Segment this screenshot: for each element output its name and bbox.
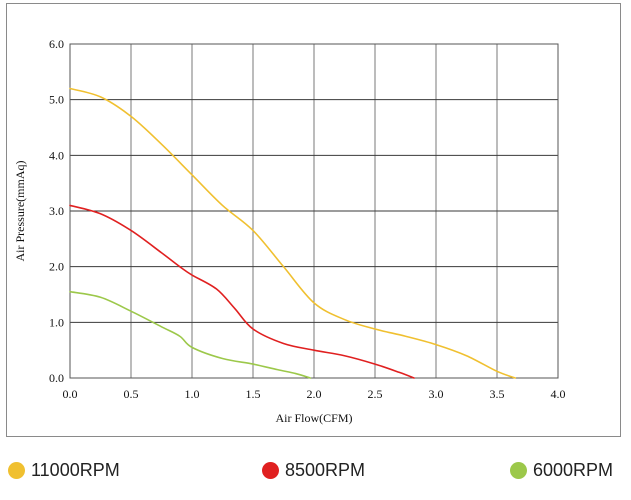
y-tick-label: 6.0 [49, 37, 64, 51]
fan-performance-chart: 0.0 0.5 1.0 1.5 2.0 2.5 3.0 3.5 4.0 0.0 1.0 2.0 3.0 4… [13, 37, 566, 425]
x-tick-label: 3.0 [429, 387, 444, 401]
series-line-11000rpm [69, 87, 517, 379]
legend-label: 6000RPM [533, 460, 614, 480]
legend-swatch [8, 462, 25, 479]
plot-border [69, 43, 559, 379]
legend-item: 6000RPM [510, 460, 613, 481]
y-tick-label: 3.0 [49, 204, 64, 218]
legend: 11000RPM 8500RPM 6000RPM [0, 460, 631, 490]
grid-layer [69, 43, 559, 379]
x-tick-label: 3.5 [490, 387, 505, 401]
y-tick-label: 4.0 [49, 148, 64, 162]
legend-label: 11000RPM [31, 460, 120, 480]
legend-label: 8500RPM [285, 460, 366, 480]
legend-item: 8500RPM [262, 460, 365, 481]
y-axis-title: Air Pressure(mmAq) [13, 161, 27, 262]
series-line-8500rpm [69, 204, 415, 379]
y-tick-label: 1.0 [49, 315, 64, 329]
legend-swatch [262, 462, 279, 479]
y-tick-label: 5.0 [49, 93, 64, 107]
series-line-6000rpm [69, 290, 312, 379]
x-tick-label: 1.0 [185, 387, 200, 401]
x-axis-title: Air Flow(CFM) [275, 411, 352, 425]
x-tick-label: 2.5 [368, 387, 383, 401]
x-tick-label: 4.0 [551, 387, 566, 401]
x-tick-label: 0.0 [63, 387, 78, 401]
series-layer [69, 87, 517, 379]
y-tick-label: 2.0 [49, 260, 64, 274]
legend-swatch [510, 462, 527, 479]
x-tick-label: 2.0 [307, 387, 322, 401]
tick-layer: 0.0 0.5 1.0 1.5 2.0 2.5 3.0 3.5 4.0 0.0 1.0 2.0 3.0 4… [49, 37, 566, 401]
x-tick-label: 0.5 [124, 387, 139, 401]
legend-item: 11000RPM [8, 460, 120, 481]
y-tick-label: 0.0 [49, 371, 64, 385]
x-tick-label: 1.5 [246, 387, 261, 401]
